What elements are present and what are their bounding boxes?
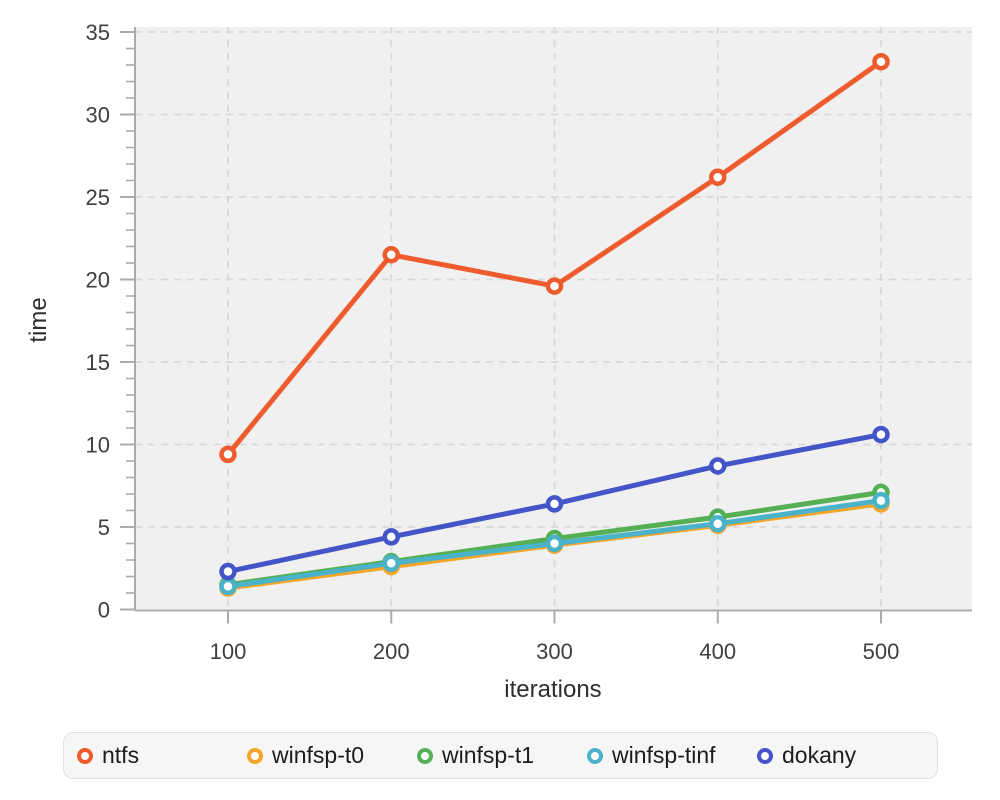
legend-label: winfsp-t1 [442,742,535,768]
data-point-winfsp-tinf-400 [709,514,727,533]
legend-item-winfsp-t1[interactable]: winfsp-t1 [417,742,587,769]
y-tick-label: 30 [86,102,110,127]
x-tick-label: 500 [863,639,900,664]
legend-item-ntfs[interactable]: ntfs [77,742,247,769]
legend-label: winfsp-tinf [612,742,716,768]
series-layer [219,52,890,597]
data-point-ntfs-500 [872,52,890,71]
axes [134,27,972,612]
tick-labels: 0 5 10 15 20 25 30 35 100 200 300 400 500 [86,20,900,664]
data-point-winfsp-tinf-300 [545,534,564,553]
y-tick-label: 35 [86,20,110,45]
data-point-dokany-400 [709,457,727,475]
line-chart: 0 5 10 15 20 25 30 35 100 200 300 400 500 iterations… [25,20,972,703]
y-tick-label: 15 [86,350,110,375]
data-point-dokany-500 [872,425,890,444]
y-tick-label: 5 [98,515,110,540]
x-tick-label: 300 [536,639,573,664]
y-tick-label: 25 [86,185,110,210]
legend-item-winfsp-tinf[interactable]: winfsp-tinf [587,742,757,769]
x-tick-label: 400 [699,639,736,664]
legend-marker-icon [77,747,93,764]
y-tick-label: 20 [86,267,110,292]
y-axis-label: time [25,297,52,342]
legend-item-winfsp-t0[interactable]: winfsp-t0 [247,742,417,769]
data-point-winfsp-tinf-100 [219,577,237,596]
data-point-dokany-200 [382,528,400,546]
x-tick-label: 200 [373,639,410,664]
legend-marker-icon [247,747,263,764]
data-point-dokany-100 [219,562,237,581]
data-point-ntfs-300 [545,277,564,295]
legend-label: ntfs [102,742,140,768]
legend-label: dokany [782,742,857,768]
legend-marker-icon [757,747,773,764]
data-point-winfsp-tinf-500 [872,491,890,510]
data-point-dokany-300 [545,495,564,513]
legend-item-dokany[interactable]: dokany [757,742,856,769]
legend-marker-icon [587,747,603,764]
y-tick-label: 10 [86,432,110,457]
x-tick-label: 100 [210,639,247,664]
data-point-ntfs-100 [219,445,237,464]
data-point-winfsp-tinf-200 [382,554,400,573]
axis-ticks [120,31,882,624]
data-point-ntfs-200 [382,246,400,264]
x-axis-label: iterations [504,676,601,703]
data-point-ntfs-400 [709,168,727,186]
legend-label: winfsp-t0 [272,742,365,768]
chart-legend: ntfs winfsp-t0 winfsp-t1 winfsp-tinf dokany [63,732,938,779]
legend-marker-icon [417,747,433,764]
y-tick-label: 0 [98,597,110,622]
